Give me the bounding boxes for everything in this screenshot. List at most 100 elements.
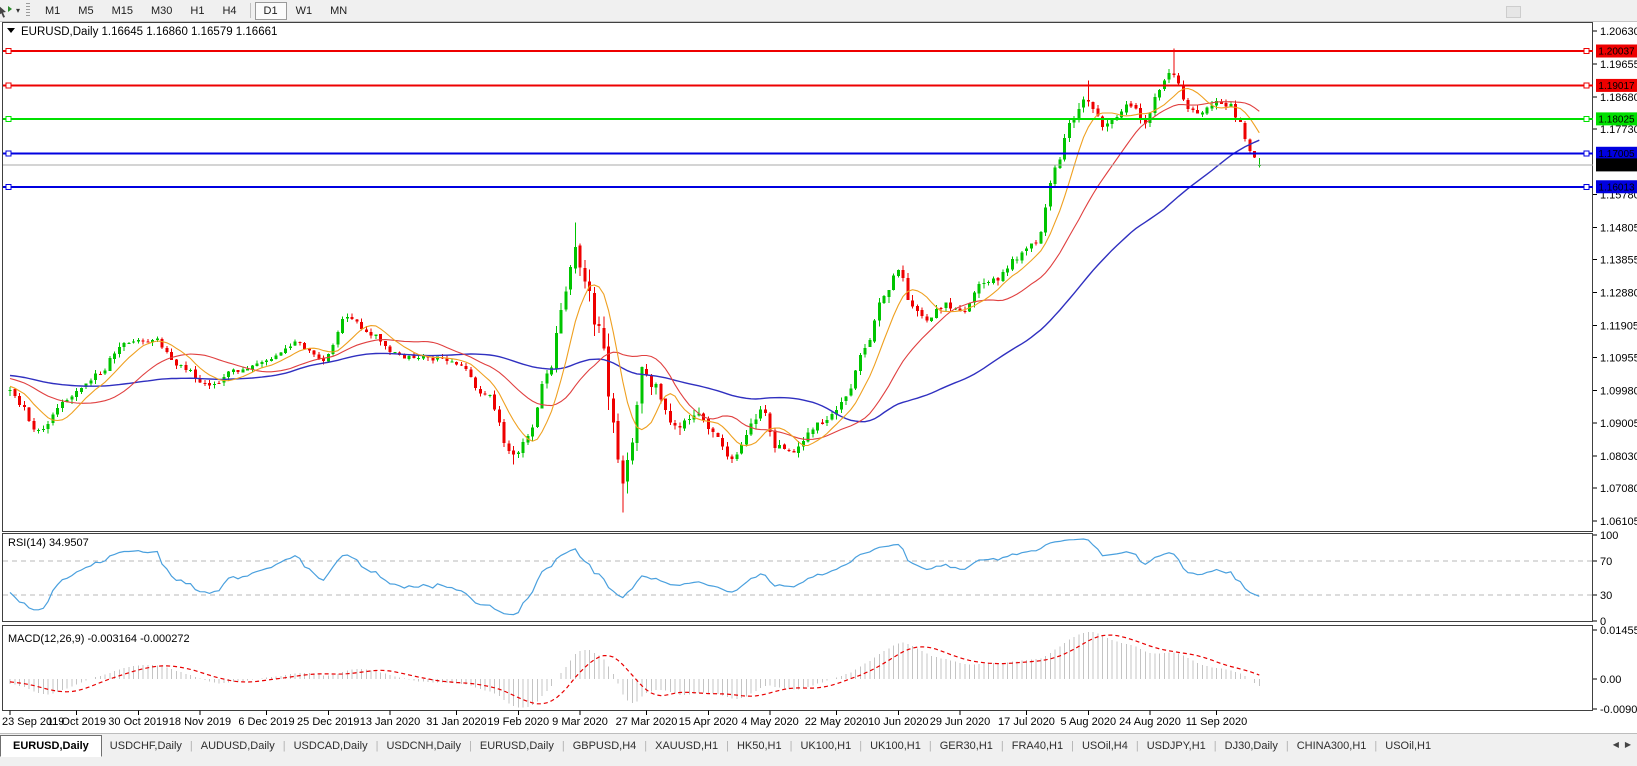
support-line-1.16013-price-label-text: 1.16013 xyxy=(1598,182,1635,193)
candle-body xyxy=(37,429,40,431)
pivot-line-1.18025-price-label xyxy=(1596,112,1637,126)
candle-body xyxy=(293,341,297,346)
candle-body xyxy=(1181,84,1185,100)
chart-tab-usoil-h4[interactable]: USOil,H4 xyxy=(1081,740,1128,752)
candle-body xyxy=(911,300,914,307)
pivot-line-1.18025-handle[interactable] xyxy=(5,115,12,122)
chart-tab-xauusd-h1[interactable]: XAUUSD,H1 xyxy=(655,740,719,752)
timeframe-button-m30[interactable]: M30 xyxy=(150,4,173,17)
chart-tab-usdcad-daily[interactable]: USDCAD,Daily xyxy=(293,740,368,752)
resistance-line-1.19017-handle[interactable] xyxy=(5,82,12,89)
candle-body xyxy=(559,310,563,334)
resistance-line-1.19017-handle[interactable] xyxy=(1583,82,1590,89)
chart-tab-usdcnh-daily[interactable]: USDCNH,Daily xyxy=(386,740,461,752)
candle-body xyxy=(184,364,188,370)
candle-body xyxy=(782,444,786,450)
pivot-line-1.18025-handle[interactable] xyxy=(1583,115,1590,122)
candle-body xyxy=(977,283,981,294)
toolbar-grip[interactable] xyxy=(26,3,31,18)
candle-body xyxy=(949,302,952,309)
timeframe-button-d1[interactable]: D1 xyxy=(254,1,287,20)
candle-body xyxy=(298,342,302,344)
candle-body xyxy=(1124,104,1128,113)
timeframe-button-m1[interactable]: M1 xyxy=(45,4,61,17)
support-line-1.16013-handle[interactable] xyxy=(1583,183,1590,190)
candle-body xyxy=(217,383,221,385)
tabs-scroll-left-icon[interactable]: ◀ xyxy=(1612,740,1619,749)
timeframe-button-m15[interactable]: M15 xyxy=(111,4,133,17)
chart-tab-eurusd-daily[interactable]: EURUSD,Daily xyxy=(479,740,554,752)
tab-separator: | xyxy=(1213,740,1217,752)
candle-body xyxy=(592,293,596,325)
chart-tab-audusd-daily[interactable]: AUDUSD,Daily xyxy=(200,740,275,752)
resistance-line-1.20037-handle[interactable] xyxy=(1583,48,1590,55)
toolbar-overflow-button[interactable] xyxy=(1506,6,1521,18)
candle-body xyxy=(246,368,249,371)
rsi-label: RSI(14) 34.9507 xyxy=(8,537,89,549)
candle-body xyxy=(265,360,268,362)
candle-body xyxy=(279,352,283,356)
chart-tab-usoil-h1[interactable]: USOil,H1 xyxy=(1385,740,1432,752)
chart-tab-eurusd-daily[interactable]: EURUSD,Daily xyxy=(0,735,102,757)
candle-body xyxy=(1158,90,1161,98)
rsi-axis-tick-label: 70 xyxy=(1600,556,1612,568)
timeframe-button-m5[interactable]: M5 xyxy=(78,4,94,17)
timeframe-button-h1[interactable]: H1 xyxy=(190,4,205,17)
candle-body xyxy=(1039,232,1043,244)
tabs-scroll-right-icon[interactable]: ▶ xyxy=(1624,740,1631,749)
candle-body xyxy=(811,429,815,434)
candle-body xyxy=(602,328,606,349)
candle-body xyxy=(189,369,192,371)
candle-body xyxy=(1243,122,1247,140)
resistance-line-1.19017-price-label-text: 1.19017 xyxy=(1598,81,1635,92)
candle-body xyxy=(1015,259,1019,261)
candle-body xyxy=(160,338,164,348)
candle-body xyxy=(1172,73,1176,75)
chart-tab-fra40-h1[interactable]: FRA40,H1 xyxy=(1011,740,1064,752)
chart-tab-hk50-h1[interactable]: HK50,H1 xyxy=(736,740,782,752)
chart-tab-china300-h1[interactable]: CHINA300,H1 xyxy=(1296,740,1367,752)
candle-body xyxy=(65,399,69,402)
candle-body xyxy=(450,361,454,363)
timeframe-button-h4[interactable]: H4 xyxy=(222,4,237,17)
candle-body xyxy=(1006,268,1009,273)
candle-body xyxy=(469,369,473,377)
candle-body xyxy=(151,339,154,343)
candle-body xyxy=(402,354,406,359)
candle-body xyxy=(236,369,240,372)
tab-separator: | xyxy=(561,740,565,752)
resistance-line-1.19017-price-label xyxy=(1596,78,1637,92)
price-axis-tick-label: 1.12880 xyxy=(1600,287,1637,299)
chart-tab-usdjpy-h1[interactable]: USDJPY,H1 xyxy=(1146,740,1206,752)
candle-body xyxy=(721,437,724,447)
tab-separator: | xyxy=(189,740,193,752)
timeframe-button-mn[interactable]: MN xyxy=(330,4,348,17)
support-line-1.17005-handle[interactable] xyxy=(1583,150,1590,157)
candle-body xyxy=(550,367,553,375)
support-line-1.17005-handle[interactable] xyxy=(5,150,12,157)
support-line-1.17005-price-label xyxy=(1596,146,1637,160)
tab-separator: | xyxy=(1000,740,1004,752)
chart-cursor-icon[interactable] xyxy=(0,3,16,19)
toolbar-dropdown-caret[interactable]: ▾ xyxy=(16,6,21,15)
chart-tab-usdchf-daily[interactable]: USDCHF,Daily xyxy=(109,740,182,752)
resistance-line-1.20037-handle[interactable] xyxy=(5,48,12,55)
chart-tab-uk100-h1[interactable]: UK100,H1 xyxy=(800,740,852,752)
candle-body xyxy=(464,365,468,370)
candle-body xyxy=(792,450,796,453)
chart-tab-uk100-h1[interactable]: UK100,H1 xyxy=(870,740,921,752)
chart-tab-gbpusd-h4[interactable]: GBPUSD,H4 xyxy=(572,740,637,752)
support-line-1.16013-handle[interactable] xyxy=(5,183,12,190)
macd-label: MACD(12,26,9) -0.003164 -0.000272 xyxy=(8,633,190,645)
timeframe-button-w1[interactable]: W1 xyxy=(295,4,313,17)
candle-body xyxy=(621,460,625,484)
candle-body xyxy=(1044,207,1047,233)
title-dropdown-icon[interactable] xyxy=(7,28,15,33)
chart-tab-dj30-daily[interactable]: DJ30,Daily xyxy=(1224,740,1278,752)
candle-body xyxy=(1048,183,1052,207)
rsi-line xyxy=(9,538,1260,616)
date-axis-label: 11 Sep 2020 xyxy=(1186,716,1248,728)
chart-tab-ger30-h1[interactable]: GER30,H1 xyxy=(939,740,993,752)
candle-body xyxy=(868,340,872,347)
candle-body xyxy=(1063,137,1066,160)
